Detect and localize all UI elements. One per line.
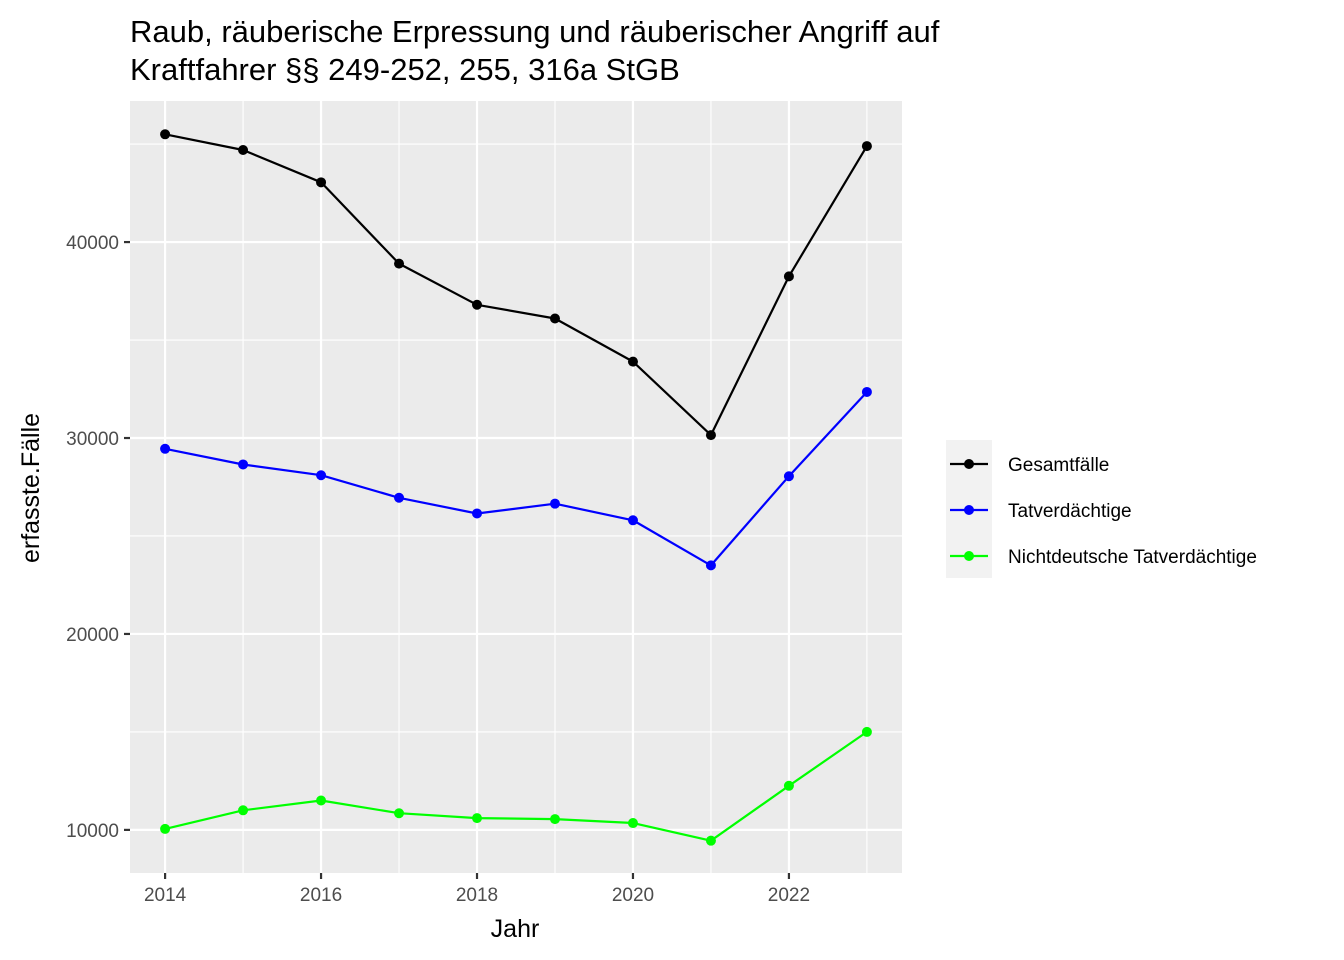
data-point [861, 386, 872, 397]
y-tick-label: 20000 [66, 625, 119, 646]
data-point [861, 141, 872, 152]
legend-label: Tatverdächtige [1008, 501, 1132, 522]
data-point [705, 560, 716, 571]
legend-label: Nichtdeutsche Tatverdächtige [1008, 547, 1257, 568]
data-point [783, 471, 794, 482]
data-point [394, 258, 405, 269]
legend-label: Gesamtfälle [1008, 455, 1109, 476]
data-point [549, 313, 560, 324]
series-line-2 [164, 730, 868, 842]
x-axis: 2014 2016 2018 2020 2022 [144, 873, 810, 906]
y-tick-label: 30000 [66, 429, 119, 450]
data-point [783, 271, 794, 282]
chart-title: Raub, räuberische Erpressung und räuberi… [130, 14, 940, 49]
data-point [549, 814, 560, 825]
legend: Gesamtfälle Tatverdächtige Nichtdeutsche T… [946, 440, 1257, 578]
y-axis: 10000 20000 30000 40000 [66, 233, 130, 842]
data-point [160, 443, 171, 454]
x-tick-label: 2014 [144, 885, 187, 906]
data-point [627, 356, 638, 367]
data-point [705, 835, 716, 846]
data-point [783, 780, 794, 791]
data-point [549, 498, 560, 509]
data-point [316, 177, 327, 188]
data-point [238, 805, 249, 816]
legend-key-point [964, 505, 974, 515]
data-point [705, 430, 716, 441]
data-point [160, 129, 171, 140]
plot-panel [130, 101, 902, 873]
data-point [472, 813, 483, 824]
x-tick-label: 2022 [768, 885, 810, 906]
y-tick-label: 10000 [66, 821, 119, 842]
minor-gridlines [130, 101, 902, 873]
legend-key-point [964, 551, 974, 561]
x-axis-title: Jahr [491, 915, 540, 943]
chart-subtitle: Kraftfahrer §§ 249-252, 255, 316a StGB [130, 52, 680, 87]
data-point [861, 726, 872, 737]
series-points [160, 129, 872, 846]
y-tick-label: 40000 [66, 233, 119, 254]
data-point [394, 808, 405, 819]
data-point [627, 818, 638, 829]
data-point [316, 470, 327, 481]
series-line-0 [164, 133, 868, 437]
data-point [316, 795, 327, 806]
y-axis-title: erfasste.Fälle [17, 413, 45, 563]
data-point [238, 144, 249, 155]
series-lines [164, 133, 868, 842]
data-point [160, 823, 171, 834]
major-gridlines [130, 101, 902, 873]
x-tick-label: 2020 [612, 885, 654, 906]
data-point [394, 492, 405, 503]
series-line-1 [164, 391, 868, 567]
x-tick-label: 2016 [300, 885, 342, 906]
data-point [472, 508, 483, 519]
data-point [238, 459, 249, 470]
data-point [627, 515, 638, 526]
legend-key-point [964, 459, 974, 469]
x-tick-label: 2018 [456, 885, 498, 906]
data-point [472, 299, 483, 310]
